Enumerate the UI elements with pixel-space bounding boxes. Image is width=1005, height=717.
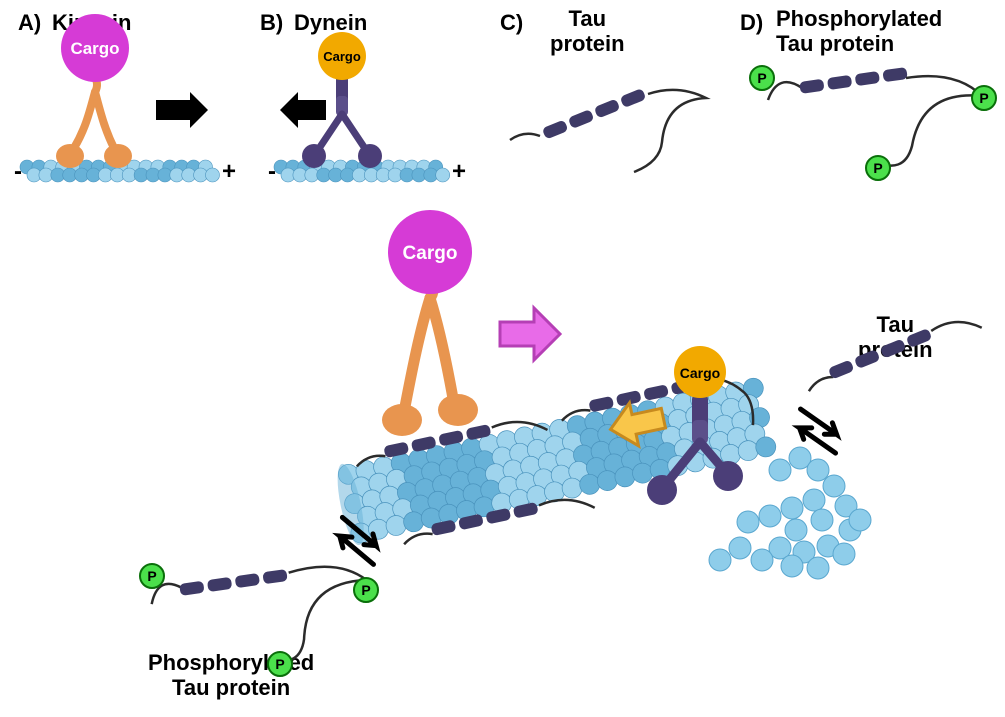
figure-canvas: A) Kinesin B) Dynein C) Tau protein D) P… — [0, 0, 1005, 717]
main-ptau-p2: P — [354, 578, 378, 602]
panel-a-group: Cargo — [20, 14, 220, 182]
panel-d-p2: P — [972, 86, 996, 110]
main-ptau-p1: P — [140, 564, 164, 588]
panel-a-cargo-label: Cargo — [70, 39, 119, 58]
panel-b-cargo-label: Cargo — [323, 49, 361, 64]
svg-text:P: P — [361, 582, 370, 598]
main-scene: Cargo Cargo — [140, 210, 982, 678]
main-ptau-free-left: P P P — [140, 556, 378, 678]
main-tau-free-right — [804, 309, 982, 396]
svg-text:P: P — [979, 90, 988, 106]
svg-text:P: P — [147, 568, 156, 584]
main-dynein-cargo-label: Cargo — [680, 365, 720, 381]
panel-d-ptau: P P P — [750, 66, 996, 180]
svg-text:P: P — [275, 656, 284, 672]
svg-text:P: P — [873, 160, 882, 176]
panel-c-tau — [510, 88, 706, 172]
panel-b-dynein — [302, 74, 382, 168]
panel-a-arrow — [156, 92, 208, 128]
svg-text:P: P — [757, 70, 766, 86]
panel-d-p1: P — [750, 66, 774, 90]
main-ptau-p3: P — [268, 652, 292, 676]
panel-d-p3: P — [866, 156, 890, 180]
main-kinesin-arrow — [500, 308, 560, 360]
main-kinesin-cargo-label: Cargo — [403, 243, 458, 264]
svg-layer: Cargo Cargo — [0, 0, 1005, 717]
panel-b-group: Cargo — [274, 32, 450, 182]
panel-b-arrow — [280, 92, 326, 128]
